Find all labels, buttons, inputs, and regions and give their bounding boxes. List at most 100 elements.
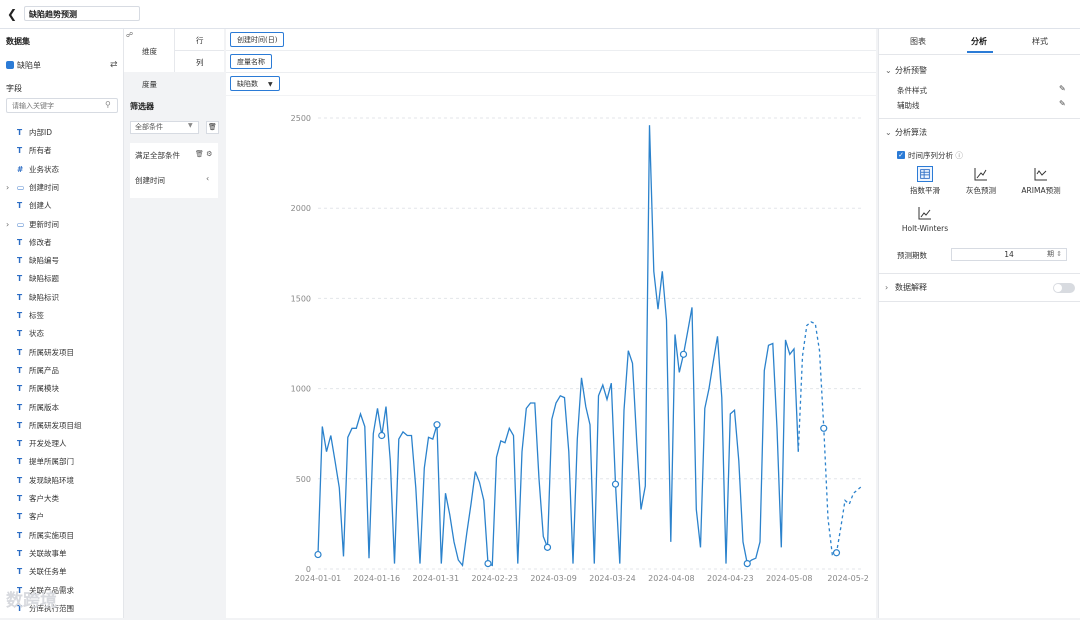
field-item[interactable]: T 状态 [0,326,123,342]
field-name: 更新时间 [29,219,59,229]
text-type-icon: T [17,402,23,412]
field-name: 业务状态 [29,164,59,174]
field-item[interactable]: T 缺陷标题 [0,271,123,287]
condition-created-time[interactable]: 创建时间 [135,176,165,185]
field-name: 所属研发项目组 [29,420,82,430]
measure-pill-label: 缺陷数 [237,80,258,88]
row-pill[interactable]: 创建时间(日) [230,32,285,47]
tab-style[interactable]: 样式 [1032,37,1048,46]
field-search-input[interactable] [6,98,118,113]
condition-actions-icon[interactable]: 🗑 ⚙ [195,150,213,158]
field-item[interactable]: T 开发处理人 [0,436,123,452]
delete-filter-icon[interactable]: 🗑 [206,121,219,134]
field-item[interactable]: › ▭ 更新时间 [0,217,123,233]
data-point-marker [820,424,828,432]
field-name: 客户大类 [29,494,59,503]
data-point-marker [378,431,386,440]
algo-holt-winters[interactable]: Holt-Winters [899,205,951,243]
field-name: 所属研发项目 [29,347,74,357]
measure-shelf: 缺陷数 ▼ [226,73,876,94]
edit-icon[interactable]: ✎ [1059,84,1066,93]
field-item[interactable]: # 业务状态 [0,162,123,178]
field-item[interactable]: T 发现缺陷环境 [0,473,123,489]
chevron-right-icon[interactable]: › [6,219,10,229]
field-name: 创建时间 [29,182,59,192]
chevron-right-icon[interactable]: › [6,182,10,192]
y-tick-label: 500 [296,475,311,484]
field-item[interactable]: T 关联任务单 [0,564,123,580]
field-item[interactable]: T 缺陷标识 [0,290,123,306]
condition-box: 满足全部条件 🗑 ⚙ 创建时间 ‹ [130,143,218,198]
section-alert[interactable]: ⌄ 分析预警 [885,65,927,76]
field-item[interactable]: T 缺陷编号 [0,253,123,269]
x-tick-label: 2024-03-09 [530,574,577,583]
x-tick-label: 2024-03-24 [589,574,636,583]
number-type-icon: # [17,164,24,174]
checkbox-checked-icon[interactable]: ✓ [897,151,905,159]
dataset-name[interactable]: 缺陷单 [17,61,41,70]
column-pill[interactable]: 度量名称 [230,54,272,69]
field-item[interactable]: T 内部ID [0,125,123,141]
switch-dataset-icon[interactable]: ⇄ [110,60,118,70]
tab-analysis[interactable]: 分析 [971,37,987,46]
chevron-left-icon[interactable]: ‹ [206,174,210,183]
field-name: 开发处理人 [29,439,67,449]
text-type-icon: T [17,146,23,156]
text-type-icon: T [17,311,23,320]
field-item[interactable]: T 所属研发项目组 [0,418,123,434]
data-explain-toggle[interactable] [1053,283,1075,293]
search-icon[interactable]: ⚲ [105,100,111,109]
section-data-explain[interactable]: › 数据解释 [885,282,927,293]
field-item[interactable]: T 所属研发项目 [0,345,123,361]
tab-chart[interactable]: 图表 [910,37,926,46]
field-item[interactable]: T 所属版本 [0,400,123,416]
field-item[interactable]: T 所有者 [0,143,123,159]
field-item[interactable]: › ▭ 创建时间 [0,180,123,196]
field-item[interactable]: T 创建人 [0,198,123,214]
field-item[interactable]: T 关联产品需求 [0,583,123,599]
report-title-field[interactable]: 缺陷趋势预测 [24,6,140,21]
back-arrow-icon[interactable]: ❮ [7,7,18,21]
text-type-icon: T [17,494,23,503]
table-chart-icon [917,166,933,182]
algo-arima[interactable]: ARIMA预测 [1011,166,1071,204]
field-item[interactable]: T 所属模块 [0,381,123,397]
x-tick-label: 2024-01-31 [413,574,460,583]
algo-label: 指数平滑 [910,186,940,195]
filter-condition-select[interactable]: 全部条件 [130,121,199,134]
field-item[interactable]: T 修改者 [0,235,123,251]
field-item[interactable]: T 关联故事单 [0,546,123,562]
field-item[interactable]: T 标签 [0,308,123,324]
field-item[interactable]: T 分库执行范围 [0,601,123,617]
field-item[interactable]: T 客户 [0,509,123,525]
field-name: 所属模块 [29,384,59,394]
x-tick-label: 2024-01-01 [295,574,342,583]
row-label: 行 [196,36,204,45]
field-name: 缺陷标识 [29,292,59,302]
data-point-marker [679,350,688,358]
field-item[interactable]: T 所属实施项目 [0,528,123,544]
forecast-period-input[interactable]: 14 [951,248,1067,261]
field-item[interactable]: T 提单所属部门 [0,454,123,470]
field-name: 修改者 [29,237,52,247]
chart-area: 0 500 1000 1500 2000 2500 2024-01-01 2024-01-16… [226,96,876,618]
watermark-text: 数跨境 [6,591,57,611]
field-name: 所属版本 [29,402,59,412]
data-point-marker [611,480,620,488]
y-tick-label: 2000 [291,204,311,213]
algo-exponential-smoothing[interactable]: 指数平滑 [899,166,951,204]
field-name: 关联产品需求 [29,585,74,595]
field-item[interactable]: T 所属产品 [0,363,123,379]
field-name: 客户 [29,512,44,522]
measure-pill[interactable]: 缺陷数 ▼ [230,76,280,91]
algo-grey-forecast[interactable]: 灰色预测 [955,166,1007,204]
field-name: 标签 [29,311,44,320]
y-tick-label: 2500 [291,114,311,123]
x-tick-label: 2024-01-16 [354,574,401,583]
info-icon: ⓘ [955,151,963,160]
section-algorithm[interactable]: ⌄ 分析算法 [885,127,927,138]
field-item[interactable]: T 客户大类 [0,491,123,507]
chevron-down-icon: ▼ [188,122,193,129]
edit-icon[interactable]: ✎ [1059,99,1066,108]
dataset-panel: 数据集 缺陷单 ⇄ 字段 ⚲ T 内部ID T 所有者 # 业务状态 › ▭ 创建时间 T 创建人 ›… [0,29,124,618]
